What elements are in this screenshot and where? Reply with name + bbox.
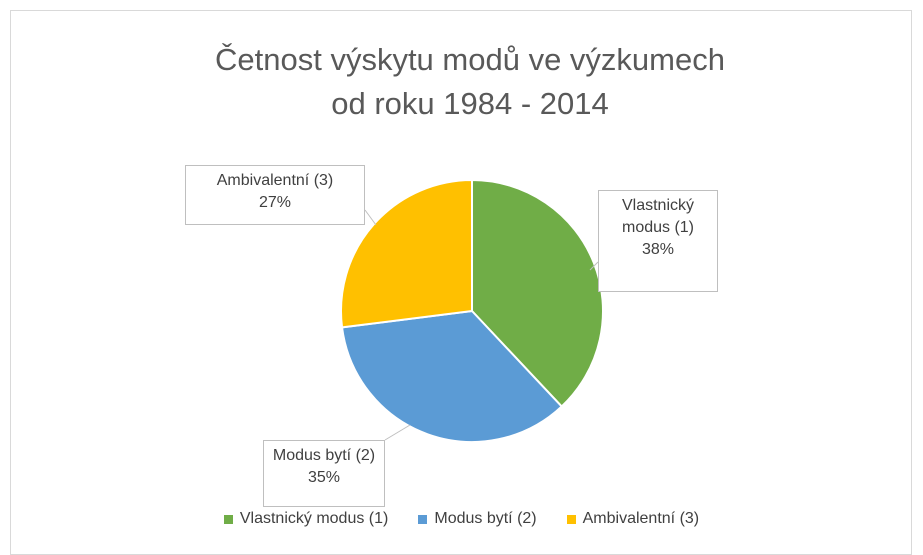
- pie-slice: [340, 309, 564, 443]
- data-label-value: 27%: [258, 194, 292, 211]
- legend-swatch: [223, 514, 233, 524]
- data-label: Modus bytí (2) 35%: [263, 440, 385, 507]
- leader-lines: [364, 209, 599, 441]
- legend-label: Vlastnický modus (1): [239, 510, 389, 527]
- data-label-category: Ambivalentní (3): [216, 172, 334, 189]
- legend: Vlastnický modus (1) Modus bytí (2) Ambiva…: [0, 510, 923, 528]
- data-label-category: Vlastnický modus (1): [621, 197, 695, 236]
- legend-item: Modus bytí (2): [418, 510, 537, 528]
- leader-line: [589, 261, 599, 271]
- leader-line: [364, 209, 377, 226]
- legend-swatch: [418, 514, 428, 524]
- data-label: Ambivalentní (3) 27%: [185, 165, 365, 225]
- legend-swatch: [566, 514, 576, 524]
- data-label-value: 35%: [307, 469, 341, 486]
- data-label-value: 38%: [641, 241, 675, 258]
- pie-slice: [340, 178, 473, 329]
- leader-line: [384, 424, 411, 441]
- legend-item: Ambivalentní (3): [566, 510, 700, 528]
- pie-slice: [471, 178, 604, 408]
- chart-title: Četnost výskytu modů ve výzkumech od rok…: [215, 42, 725, 121]
- legend-label: Ambivalentní (3): [582, 510, 700, 527]
- legend-label: Modus bytí (2): [434, 510, 537, 527]
- data-label: Vlastnický modus (1) 38%: [598, 190, 718, 292]
- legend-item: Vlastnický modus (1): [223, 510, 389, 528]
- data-label-category: Modus bytí (2): [272, 447, 376, 464]
